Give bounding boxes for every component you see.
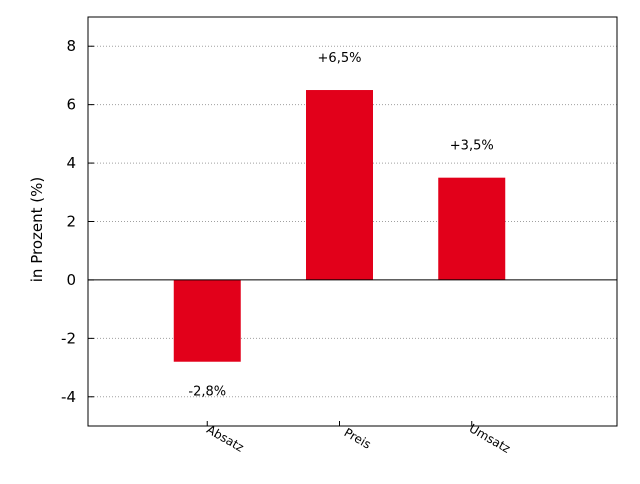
y-axis-ticks: -4 -2 0 2 4 6 8 <box>61 37 94 406</box>
data-label: +3,5% <box>450 139 494 154</box>
y-tick-label: -2 <box>61 329 76 347</box>
y-axis-label: in Prozent (%) <box>28 177 46 282</box>
y-tick-label: 0 <box>66 271 76 289</box>
x-tick-label: Absatz <box>204 422 246 454</box>
y-tick-label: -4 <box>61 388 76 406</box>
y-tick-label: 4 <box>66 154 76 172</box>
bar-preis <box>306 90 373 280</box>
bar-absatz <box>173 279 241 362</box>
data-labels: -2,8% +6,5% +3,5% <box>188 51 493 400</box>
data-label: -2,8% <box>188 385 226 400</box>
x-tick-label: Preis <box>342 425 374 451</box>
bar-umsatz <box>438 177 506 280</box>
y-tick-label: 8 <box>66 37 76 55</box>
y-tick-label: 2 <box>66 213 76 231</box>
data-label: +6,5% <box>318 51 362 66</box>
y-tick-label: 6 <box>66 96 76 114</box>
bars <box>173 90 506 362</box>
